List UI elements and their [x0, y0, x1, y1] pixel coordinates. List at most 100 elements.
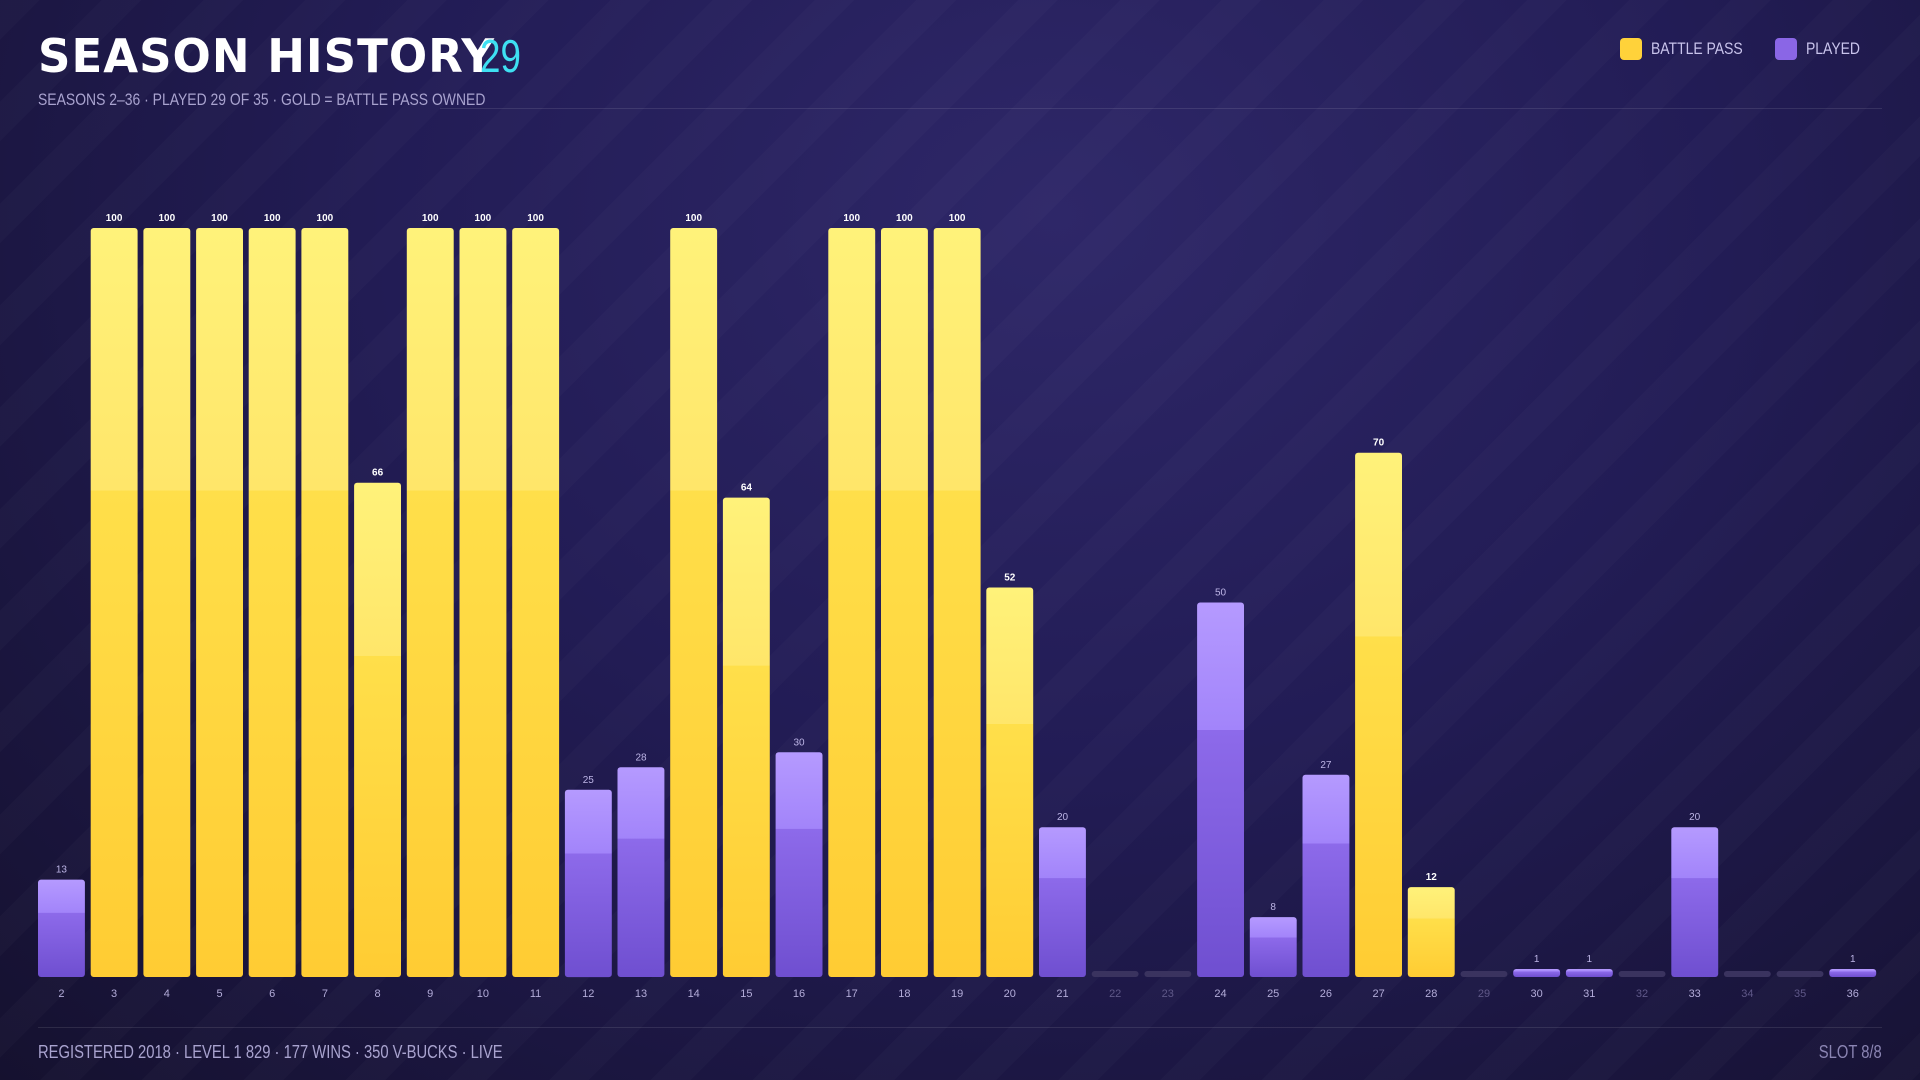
x-tick-label-season-26: 26: [1320, 988, 1332, 1000]
value-label-season-18: 100: [896, 213, 913, 224]
x-tick-label-season-7: 7: [322, 988, 328, 1000]
bar-season-4: [143, 228, 191, 977]
bar-season-18: [881, 228, 928, 977]
chart-legend: BATTLE PASS PLAYED: [1620, 38, 1861, 60]
value-label-season-6: 100: [264, 213, 281, 224]
value-label-season-33: 20: [1689, 812, 1701, 823]
bar-season-24: [1197, 602, 1244, 977]
bar-season-5: [196, 228, 243, 977]
legend-item-battle-pass: BATTLE PASS: [1620, 38, 1749, 60]
value-label-season-21: 20: [1057, 812, 1069, 823]
x-tick-label-season-2: 2: [58, 988, 64, 1000]
x-tick-label-season-30: 30: [1530, 988, 1542, 1000]
chart-x-axis-labels: 2 3 4 5 6 7 8 9 10 11 12 13 14 15 16 17 18 19 20 21 22 23 24 25…: [58, 988, 1859, 1000]
bar-season-25: [1249, 917, 1297, 977]
bar-season-28: [1407, 887, 1455, 977]
value-label-season-12: 25: [583, 775, 595, 786]
x-tick-label-season-15: 15: [740, 988, 752, 1000]
value-label-season-20: 52: [1004, 573, 1016, 584]
x-tick-label-season-5: 5: [216, 988, 222, 1000]
footer-slot: SLOT 8/8: [1819, 1042, 1882, 1062]
x-tick-label-season-22: 22: [1109, 988, 1121, 1000]
x-tick-label-season-3: 3: [111, 988, 117, 1000]
x-tick-label-season-9: 9: [427, 988, 433, 1000]
x-tick-label-season-6: 6: [269, 988, 275, 1000]
value-label-season-24: 50: [1215, 588, 1227, 599]
x-tick-label-season-23: 23: [1162, 988, 1174, 1000]
x-tick-label-season-16: 16: [793, 988, 805, 1000]
bar-season-6: [248, 228, 296, 977]
value-label-season-13: 28: [635, 752, 647, 763]
x-tick-label-season-18: 18: [898, 988, 910, 1000]
x-tick-label-season-35: 35: [1794, 988, 1806, 1000]
value-label-season-25: 8: [1270, 902, 1276, 913]
x-tick-label-season-32: 32: [1636, 988, 1648, 1000]
value-label-season-5: 100: [211, 213, 228, 224]
value-label-season-7: 100: [317, 213, 334, 224]
bar-season-31: [1565, 969, 1613, 977]
bar-season-14: [670, 228, 718, 977]
bar-season-2: [38, 879, 85, 977]
x-tick-label-season-31: 31: [1583, 988, 1595, 1000]
x-tick-label-season-27: 27: [1372, 988, 1384, 1000]
bar-season-8: [354, 482, 401, 977]
legend-label-played: PLAYED: [1806, 39, 1861, 58]
x-tick-label-season-11: 11: [530, 988, 541, 1000]
bar-season-33: [1671, 827, 1719, 977]
bar-season-36: [1829, 969, 1877, 977]
seasons-played-count: 29: [480, 30, 521, 82]
bar-season-13: [617, 767, 665, 977]
bar-season-15: [722, 497, 770, 977]
bar-season-7: [301, 228, 349, 977]
x-tick-label-season-20: 20: [1004, 988, 1016, 1000]
bar-season-27: [1355, 452, 1402, 977]
footer-divider: [38, 1027, 1882, 1028]
x-tick-label-season-34: 34: [1741, 988, 1753, 1000]
value-label-season-19: 100: [949, 213, 966, 224]
value-label-season-31: 1: [1587, 954, 1593, 965]
bar-season-19: [933, 228, 981, 977]
bar-season-9: [406, 228, 454, 977]
bar-season-10: [459, 228, 507, 977]
value-label-season-14: 100: [685, 213, 702, 224]
value-label-season-11: 100: [527, 213, 544, 224]
x-tick-label-season-21: 21: [1056, 988, 1068, 1000]
x-tick-label-season-8: 8: [375, 988, 381, 1000]
value-label-season-28: 12: [1426, 872, 1438, 883]
bar-season-32-not-played: [1618, 971, 1666, 977]
value-label-season-8: 66: [372, 468, 384, 479]
chart-value-labels: 13 100 100 100 100 100 66 100 100 100 25 28 100 64 30 1…: [56, 213, 1856, 965]
value-label-season-3: 100: [106, 213, 123, 224]
value-label-season-27: 70: [1373, 438, 1385, 449]
x-tick-label-season-24: 24: [1214, 988, 1226, 1000]
x-tick-label-season-17: 17: [846, 988, 858, 1000]
bar-season-34-not-played: [1723, 971, 1771, 977]
x-tick-label-season-10: 10: [477, 988, 489, 1000]
bar-season-3: [90, 228, 138, 977]
x-tick-label-season-13: 13: [635, 988, 647, 1000]
bar-season-17: [828, 228, 876, 977]
x-tick-label-season-14: 14: [688, 988, 700, 1000]
bar-season-20: [986, 587, 1034, 977]
x-tick-label-season-12: 12: [582, 988, 594, 1000]
x-tick-label-season-29: 29: [1478, 988, 1490, 1000]
x-tick-label-season-19: 19: [951, 988, 963, 1000]
legend-swatch-played: [1775, 38, 1798, 60]
bar-season-11: [512, 228, 560, 977]
bar-season-12: [564, 789, 612, 978]
value-label-season-36: 1: [1850, 954, 1856, 965]
legend-item-played: PLAYED: [1775, 38, 1861, 60]
x-tick-label-season-33: 33: [1689, 988, 1701, 1000]
x-tick-label-season-36: 36: [1847, 988, 1859, 1000]
bar-season-23-not-played: [1144, 971, 1192, 977]
footer-stats: REGISTERED 2018 · LEVEL 1 829 · 177 WINS…: [38, 1042, 503, 1062]
header-divider: [440, 108, 1882, 109]
value-label-season-9: 100: [422, 213, 439, 224]
bar-season-26: [1302, 774, 1350, 977]
value-label-season-17: 100: [843, 213, 860, 224]
value-label-season-30: 1: [1534, 954, 1540, 965]
x-tick-label-season-28: 28: [1425, 988, 1437, 1000]
value-label-season-16: 30: [793, 737, 805, 748]
